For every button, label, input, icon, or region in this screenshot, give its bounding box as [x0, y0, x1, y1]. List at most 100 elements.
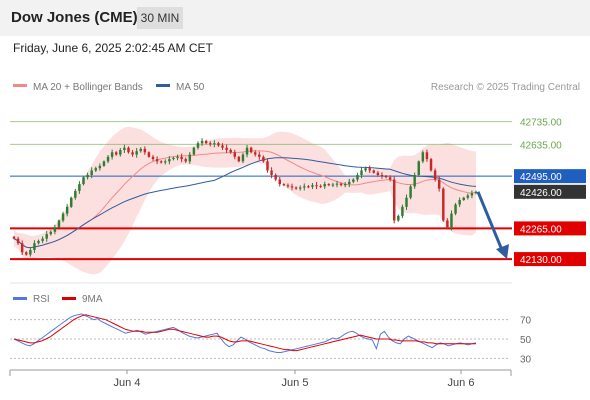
current-price-tag — [514, 184, 586, 199]
candle-body — [229, 150, 232, 153]
candles-layer — [12, 138, 509, 260]
candle-body — [425, 152, 429, 160]
candle-body — [82, 177, 85, 185]
candle-body — [266, 161, 269, 171]
candle-body — [127, 147, 130, 153]
candle-body — [217, 143, 220, 146]
candle-body — [155, 159, 159, 162]
candle-body — [462, 197, 465, 200]
timeframe-button[interactable]: 30 MIN — [137, 7, 183, 29]
ma9-legend-swatch — [62, 297, 76, 300]
rsi-level-label: 50 — [520, 335, 532, 346]
candle-body — [458, 200, 461, 205]
candle-body — [429, 159, 433, 171]
candle-body — [131, 152, 134, 155]
candle-body — [110, 152, 114, 157]
support-level-tag — [514, 221, 586, 236]
candle-body — [380, 175, 384, 177]
candle-body — [474, 191, 478, 194]
support-level-tag — [514, 252, 586, 267]
candle-body — [401, 206, 404, 216]
candle-body — [270, 170, 273, 175]
candle-body — [20, 243, 24, 253]
candle-body — [372, 170, 376, 173]
candle-body — [303, 186, 306, 188]
ma50-legend-label: MA 50 — [176, 82, 205, 93]
candle-body — [376, 172, 380, 175]
candle-body — [348, 181, 351, 185]
candle-body — [352, 179, 355, 182]
candle-body — [311, 185, 314, 187]
moving-average-layer — [13, 150, 477, 249]
candle-body — [393, 179, 396, 221]
rsi-legend-swatch — [13, 297, 27, 300]
candle-body — [437, 179, 441, 189]
candle-body — [78, 184, 81, 191]
candle-body — [213, 143, 216, 145]
x-axis-labels-layer: Jun 4 Jun 5 Jun 6 — [114, 370, 475, 389]
rsi-ma-line — [13, 314, 476, 352]
candle-body — [413, 175, 416, 187]
candle-body — [294, 187, 298, 189]
candle-body — [335, 183, 339, 185]
candle-body — [454, 204, 457, 214]
candle-body — [168, 159, 171, 162]
instrument-title: Dow Jones (CME) — [11, 9, 138, 26]
candle-body — [249, 147, 253, 153]
candle-body — [86, 175, 89, 178]
candle-body — [307, 186, 310, 188]
rsi-panel-layer: 70 50 30 — [10, 313, 532, 365]
rsi-legend-label: RSI — [33, 294, 50, 305]
candle-body — [384, 176, 388, 178]
candle-body — [184, 159, 187, 162]
candle-body — [94, 168, 97, 171]
bollinger-band-area — [14, 126, 476, 275]
candle-body — [16, 238, 20, 244]
candle-body — [176, 156, 179, 158]
candle-body — [204, 140, 208, 144]
candle-body — [119, 150, 122, 155]
candle-body — [278, 179, 281, 185]
resistance-level-label: 42635.00 — [520, 140, 562, 151]
level-tags-layer: 42735.00 42635.00 42495.00 42265.00 42130.00… — [514, 118, 586, 267]
candle-body — [57, 220, 61, 228]
candle-body — [49, 231, 53, 235]
candle-body — [323, 184, 326, 187]
support-level-label: 42130.00 — [520, 255, 562, 266]
candle-body — [319, 185, 322, 187]
x-axis-label: Jun 4 — [114, 377, 141, 389]
candle-body — [262, 156, 265, 162]
rsi-line — [13, 313, 477, 353]
candle-body — [450, 213, 453, 228]
candle-body — [356, 175, 359, 180]
candle-body — [192, 147, 196, 155]
ma9-legend-label: 9MA — [82, 294, 103, 305]
candle-body — [290, 186, 294, 188]
ma50-line — [13, 157, 477, 249]
candle-body — [98, 165, 102, 169]
candle-body — [233, 152, 237, 157]
candle-body — [123, 147, 126, 150]
candle-body — [368, 168, 371, 171]
candle-body — [164, 161, 167, 163]
candle-body — [61, 213, 65, 221]
candle-body — [221, 145, 224, 148]
candle-body — [188, 154, 192, 162]
candle-body — [421, 152, 425, 162]
candle-body — [274, 175, 277, 180]
header-bar: Dow Jones (CME) 30 MIN — [0, 0, 590, 36]
candle-body — [70, 197, 73, 207]
candle-body — [405, 197, 408, 207]
candle-body — [339, 183, 343, 186]
candle-body — [139, 148, 142, 152]
candle-body — [327, 184, 331, 186]
candle-body — [196, 143, 200, 148]
ma50-legend-swatch — [156, 84, 170, 87]
x-axis-label: Jun 6 — [448, 377, 475, 389]
candle-body — [29, 250, 32, 255]
candle-body — [102, 161, 106, 166]
credit-text: Research © 2025 Trading Central — [431, 82, 580, 93]
candle-body — [65, 206, 69, 214]
candle-body — [360, 170, 363, 175]
